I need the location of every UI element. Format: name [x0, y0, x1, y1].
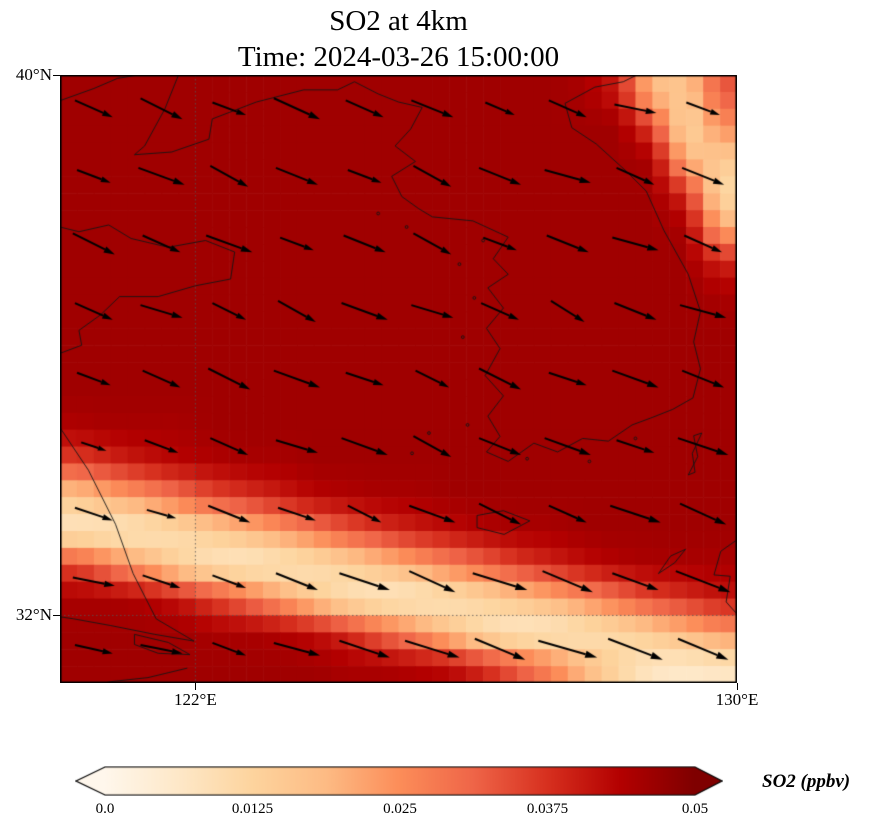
chart-title: SO2 at 4km Time: 2024-03-26 15:00:00	[60, 3, 737, 75]
x-axis-tick-label: 122°E	[174, 690, 217, 709]
colorbar-tick-label: 0.05	[681, 801, 709, 817]
y-axis-tick-label: 40°N	[15, 65, 52, 84]
chart-title-line1: SO2 at 4km	[329, 5, 468, 37]
colorbar-tick-label: 0.025	[383, 801, 417, 817]
colorbar-tick-label: 0.0125	[231, 801, 274, 817]
y-axis-tick-label: 32°N	[15, 605, 52, 625]
x-axis-tick-mark	[736, 683, 738, 690]
colorbar-tick-label: 0.0	[95, 801, 115, 817]
colorbar-canvas	[75, 766, 723, 796]
colorbar-label: SO2 (ppbv)	[762, 771, 851, 792]
chart-title-line2: Time: 2024-03-26 15:00:00	[237, 41, 560, 73]
colorbar-tick-label: 0.0375	[526, 801, 569, 817]
y-axis-tick-mark	[53, 614, 60, 616]
y-axis-tick-mark	[53, 74, 60, 76]
x-axis-tick-mark	[194, 683, 196, 690]
map-plot-canvas	[60, 75, 737, 683]
x-axis-tick-label: 130°E	[715, 690, 759, 709]
